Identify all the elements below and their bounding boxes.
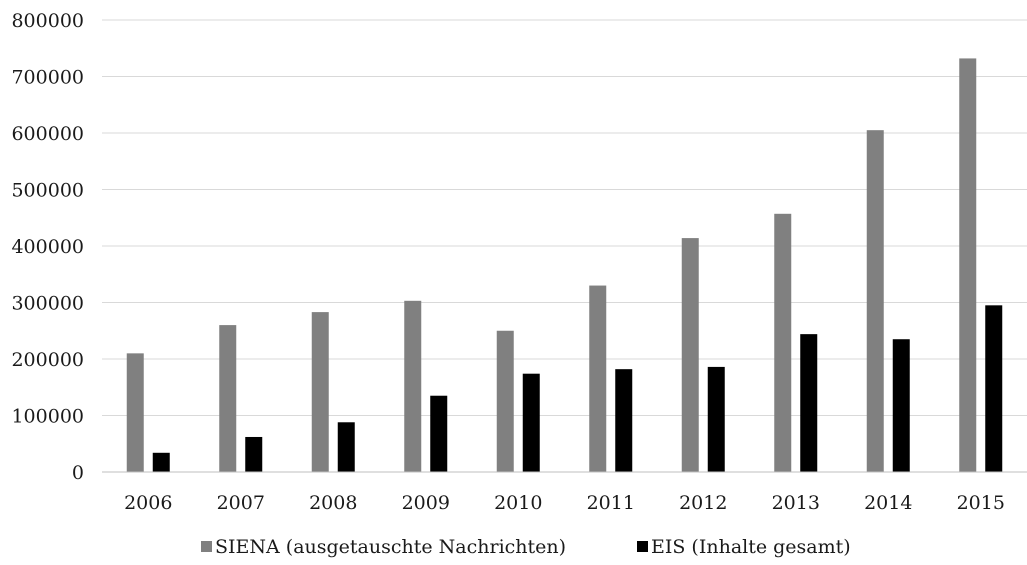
bar-siena-2008 [311,312,329,472]
x-tick-label: 2010 [494,492,542,514]
bar-eis-2012 [707,366,725,472]
x-tick-label: 2014 [864,492,912,514]
x-tick-label: 2015 [957,492,1005,514]
y-tick-label: 100000 [11,406,84,428]
y-tick-label: 200000 [11,349,84,371]
bar-siena-2015 [959,58,977,473]
bar-eis-2006 [152,452,170,472]
legend-swatch [201,541,212,552]
y-tick-label: 500000 [11,180,84,202]
y-tick-label: 300000 [11,293,84,315]
gridlines [102,19,1027,416]
x-tick-label: 2011 [587,492,635,514]
bars [126,58,1003,473]
bar-siena-2014 [866,130,884,473]
bar-eis-2014 [892,339,910,472]
x-axis-tick-labels: 2006 2007 2008 2009 2010 2011 2012 2013 2014 2015 [124,492,1005,514]
bar-siena-2009 [404,300,422,472]
legend-label: SIENA (ausgetauschte Nachrichten) [215,536,566,558]
y-axis-tick-labels: 0 100000 200000 300000 400000 500000 600000 700… [11,10,84,484]
legend-swatch [637,541,648,552]
y-tick-label: 400000 [11,236,84,258]
y-tick-label: 600000 [11,123,84,145]
x-tick-label: 2008 [309,492,357,514]
x-tick-label: 2012 [679,492,727,514]
bar-eis-2008 [337,422,355,472]
y-tick-label: 800000 [11,10,84,32]
bar-eis-2010 [522,373,540,472]
bar-siena-2007 [219,325,237,472]
bar-siena-2010 [496,330,514,472]
bar-eis-2011 [615,369,633,472]
bar-siena-2006 [126,353,144,472]
bar-eis-2013 [800,334,818,472]
bar-siena-2011 [589,285,607,472]
x-tick-label: 2006 [124,492,172,514]
legend: SIENA (ausgetauschte Nachrichten) EIS (In… [201,536,851,558]
bar-siena-2013 [774,213,792,473]
x-tick-label: 2007 [217,492,265,514]
x-tick-label: 2009 [402,492,450,514]
y-tick-label: 0 [72,462,84,484]
bar-eis-2015 [985,305,1003,472]
x-tick-label: 2013 [772,492,820,514]
bar-siena-2012 [681,238,699,472]
legend-label: EIS (Inhalte gesamt) [651,536,851,558]
bar-eis-2007 [245,436,263,472]
bar-eis-2009 [430,395,448,472]
y-tick-label: 700000 [11,67,84,89]
